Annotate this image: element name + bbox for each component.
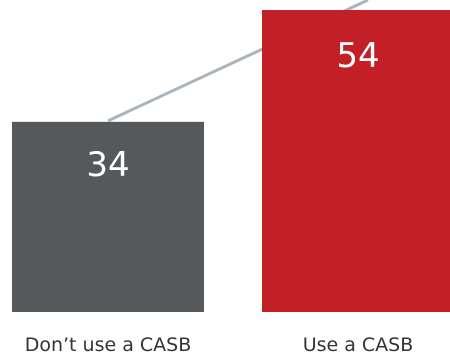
category-label-use-casb: Use a CASB — [303, 334, 414, 356]
value-label-use-casb: 54 — [336, 36, 379, 76]
bar-dont-use-casb — [12, 121, 204, 312]
bar-use-casb — [262, 10, 450, 312]
category-label-dont-use-casb: Don’t use a CASB — [25, 334, 192, 356]
value-label-dont-use-casb: 34 — [86, 145, 129, 185]
